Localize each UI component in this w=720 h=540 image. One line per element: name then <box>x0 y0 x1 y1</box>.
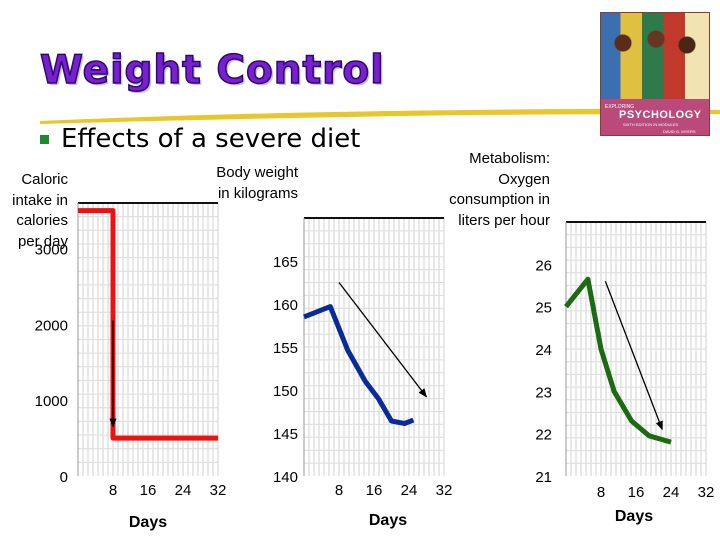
metabolism-ytick-label: 21 <box>535 469 552 486</box>
cover-artwork <box>601 13 709 99</box>
bullet-square-icon <box>40 134 49 144</box>
title-underline <box>40 109 720 124</box>
weight-ytick-label: 145 <box>273 426 298 443</box>
metabolism-series-line <box>564 276 672 445</box>
bullet-text: Effects of a severe diet <box>61 124 361 154</box>
weight-xtick-label: 32 <box>436 482 453 499</box>
caloric-xtick-label: 32 <box>210 482 227 499</box>
metabolism-ytick-label: 24 <box>535 342 552 359</box>
metabolism-chart: 21 22 23 24 25 26 8 16 24 32 Days <box>535 221 715 525</box>
cover-series: EXPLORING <box>605 104 635 110</box>
metabolism-xtick-label: 24 <box>663 484 680 501</box>
weight-ylabel: Body weight in kilograms <box>216 164 298 202</box>
caloric-xtick-label: 8 <box>109 482 117 499</box>
caloric-ylabel: Caloric intake in calories per day <box>12 171 68 250</box>
caloric-ytick-label: 3000 <box>35 242 68 259</box>
caloric-ytick-label: 0 <box>60 469 68 486</box>
caloric-intake-chart: 0 1000 2000 3000 8 16 24 32 Days <box>35 202 227 531</box>
metabolism-ytick-label: 22 <box>535 427 552 444</box>
metabolism-ytick-label: 26 <box>535 257 552 274</box>
caloric-ytick-label: 1000 <box>35 393 68 410</box>
weight-ytick-label: 140 <box>273 469 298 486</box>
body-weight-chart: 140 145 150 155 160 165 8 16 24 32 Days <box>273 217 453 529</box>
metabolism-trend-arrow <box>604 281 663 431</box>
bullet-item: Effects of a severe diet <box>40 124 360 154</box>
weight-ytick-label: 155 <box>273 340 298 357</box>
cover-title: PSYCHOLOGY <box>619 109 702 121</box>
metabolism-xlabel: Days <box>615 508 653 525</box>
cover-band <box>601 99 709 135</box>
metabolism-ytick-label: 25 <box>535 300 552 317</box>
metabolism-ylabel: Metabolism: Oxygen consumption in liters… <box>449 150 550 229</box>
weight-ytick-label: 150 <box>273 383 298 400</box>
caloric-xlabel: Days <box>129 514 167 531</box>
weight-ytick-label: 160 <box>273 297 298 314</box>
slide-title: Weight Control <box>39 47 385 94</box>
metabolism-xtick-label: 16 <box>628 484 645 501</box>
metabolism-xtick-label: 8 <box>597 484 605 501</box>
weight-trend-arrow <box>338 282 428 398</box>
weight-xtick-label: 24 <box>401 482 418 499</box>
metabolism-ytick-label: 23 <box>535 384 552 401</box>
weight-ytick-label: 165 <box>273 254 298 271</box>
caloric-xtick-label: 16 <box>140 482 157 499</box>
caloric-ytick-label: 2000 <box>35 317 68 334</box>
weight-series-line <box>303 304 415 426</box>
book-cover-image: EXPLORING PSYCHOLOGY SIXTH EDITION IN MO… <box>600 12 710 136</box>
weight-xlabel: Days <box>369 512 407 529</box>
cover-subtitle: SIXTH EDITION IN MODULES <box>623 122 679 127</box>
cover-author: DAVID G. MYERS <box>663 129 696 134</box>
metabolism-xtick-label: 32 <box>698 484 715 501</box>
weight-xtick-label: 16 <box>366 482 383 499</box>
weight-xtick-label: 8 <box>335 482 343 499</box>
caloric-xtick-label: 24 <box>175 482 192 499</box>
